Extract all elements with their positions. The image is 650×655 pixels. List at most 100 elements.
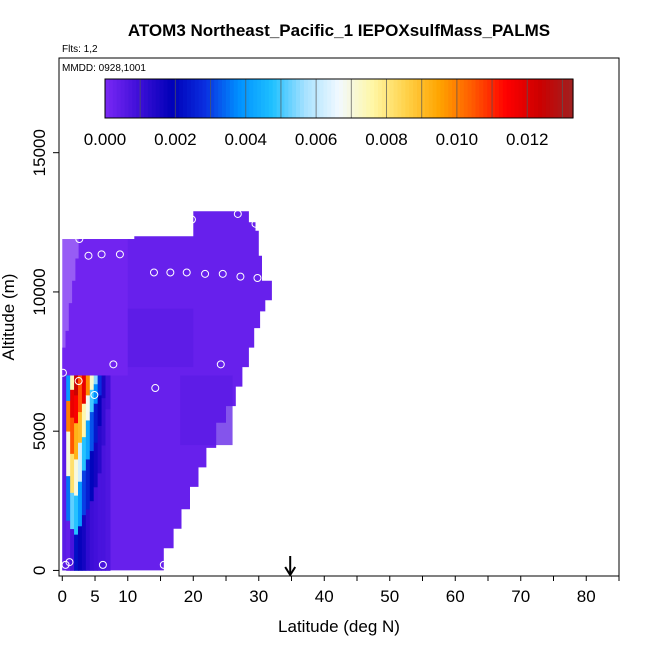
colorbar-segment xyxy=(362,79,367,118)
colorbar-segment xyxy=(467,79,473,118)
x-tick-label: 70 xyxy=(511,587,530,606)
sample-point xyxy=(90,390,99,399)
colorbar-segment xyxy=(413,79,418,118)
colorbar xyxy=(104,78,574,119)
colorbar-segment xyxy=(526,79,531,118)
mmdd-label: MMDD: 0928,1001 xyxy=(62,63,146,74)
plume-cell xyxy=(74,534,79,571)
colorbar-segment xyxy=(198,79,204,118)
colorbar-tick-label: 0.000 xyxy=(84,130,127,149)
colorbar-segment xyxy=(249,79,254,118)
colorbar-segment xyxy=(210,79,215,118)
colorbar-segment xyxy=(132,79,137,118)
colorbar-tick-labels: 0.000 0.002 0.004 0.006 0.008 0.010 0.012 xyxy=(84,130,549,149)
colorbar-segment xyxy=(424,79,430,118)
colorbar-segment xyxy=(530,79,535,118)
colorbar-segment xyxy=(179,79,184,118)
colorbar-segment xyxy=(206,79,211,118)
colorbar-segment xyxy=(116,79,122,118)
plume-cell xyxy=(93,383,99,404)
colorbar-segment xyxy=(300,79,305,118)
sample-point xyxy=(182,268,191,277)
colorbar-segment xyxy=(155,79,161,118)
colorbar-segment xyxy=(331,79,336,118)
colorbar-segment xyxy=(569,79,574,118)
colorbar-segment xyxy=(319,79,324,118)
colorbar-segment xyxy=(370,79,375,118)
colorbar-segment xyxy=(405,79,410,118)
plume-cell xyxy=(66,375,71,401)
colorbar-segment xyxy=(237,79,243,118)
colorbar-segment xyxy=(358,79,363,118)
plume-cell xyxy=(74,495,79,535)
colorbar-segment xyxy=(175,79,180,118)
colorbar-segment xyxy=(225,79,231,118)
colorbar-segment xyxy=(323,79,328,118)
colorbar-segment xyxy=(136,79,141,118)
colorbar-tick-label: 0.006 xyxy=(295,130,338,149)
plume-cell xyxy=(89,389,95,413)
colorbar-segment xyxy=(432,79,438,118)
colorbar-tick-label: 0.004 xyxy=(224,130,267,149)
colorbar-segment xyxy=(350,79,356,118)
colorbar-segment xyxy=(385,79,391,118)
colorbar-segment xyxy=(128,79,133,118)
sample-point xyxy=(201,269,210,278)
plume-cell xyxy=(101,445,106,571)
colorbar-segment xyxy=(261,79,266,118)
x-tick-label: 50 xyxy=(380,587,399,606)
plume-cell xyxy=(66,520,71,571)
colorbar-frame xyxy=(104,78,574,119)
colorbar-tick-label: 0.012 xyxy=(506,130,549,149)
x-tick-label: 20 xyxy=(184,587,203,606)
colorbar-segment xyxy=(452,79,457,118)
plume-cell xyxy=(97,472,102,571)
plume-cell xyxy=(85,509,91,571)
colorbar-segment xyxy=(183,79,188,118)
colorbar-segment xyxy=(307,79,313,118)
plot-frame xyxy=(58,57,620,577)
curtain-shading-patch xyxy=(127,308,194,368)
sample-point xyxy=(97,250,106,259)
y-tick-label: 15000 xyxy=(30,129,49,176)
sample-point xyxy=(74,377,83,386)
colorbar-segment xyxy=(354,79,360,118)
plume-cell xyxy=(85,420,91,460)
plume-cell xyxy=(97,375,102,396)
plume-cell xyxy=(77,411,83,443)
colorbar-segment xyxy=(272,79,278,118)
colorbar-segment xyxy=(335,79,340,118)
colorbar-segment xyxy=(553,79,558,118)
colorbar-segment xyxy=(241,79,246,118)
colorbar-segment xyxy=(346,79,352,118)
plume-cell xyxy=(101,397,106,446)
colorbar-segment xyxy=(495,79,500,118)
colorbar-tick-label: 0.002 xyxy=(154,130,197,149)
colorbar-segment xyxy=(264,79,270,118)
colorbar-segment xyxy=(417,79,422,118)
sample-point xyxy=(98,560,107,569)
colorbar-segment xyxy=(502,79,508,118)
plume-cell xyxy=(81,375,87,404)
colorbar-segment xyxy=(549,79,555,118)
colorbar-segment xyxy=(218,79,223,118)
colorbar-segment xyxy=(463,79,469,118)
colorbar-segment xyxy=(339,79,344,118)
sample-point xyxy=(75,235,84,244)
sample-point xyxy=(149,268,158,277)
colorbar-segment xyxy=(389,79,395,118)
x-tick-label: 5 xyxy=(90,587,99,606)
colorbar-segment xyxy=(444,79,449,118)
sample-point xyxy=(65,558,74,567)
plume-cell xyxy=(81,470,87,516)
colorbar-segment xyxy=(233,79,239,118)
flights-label: Flts: 1,2 xyxy=(62,44,98,55)
colorbar-segment xyxy=(214,79,219,118)
curtain-shading-patch xyxy=(62,239,128,376)
colorbar-segment xyxy=(459,79,465,118)
colorbar-segment xyxy=(303,79,309,118)
colorbar-segment xyxy=(534,79,539,118)
colorbar-segment xyxy=(296,79,301,118)
